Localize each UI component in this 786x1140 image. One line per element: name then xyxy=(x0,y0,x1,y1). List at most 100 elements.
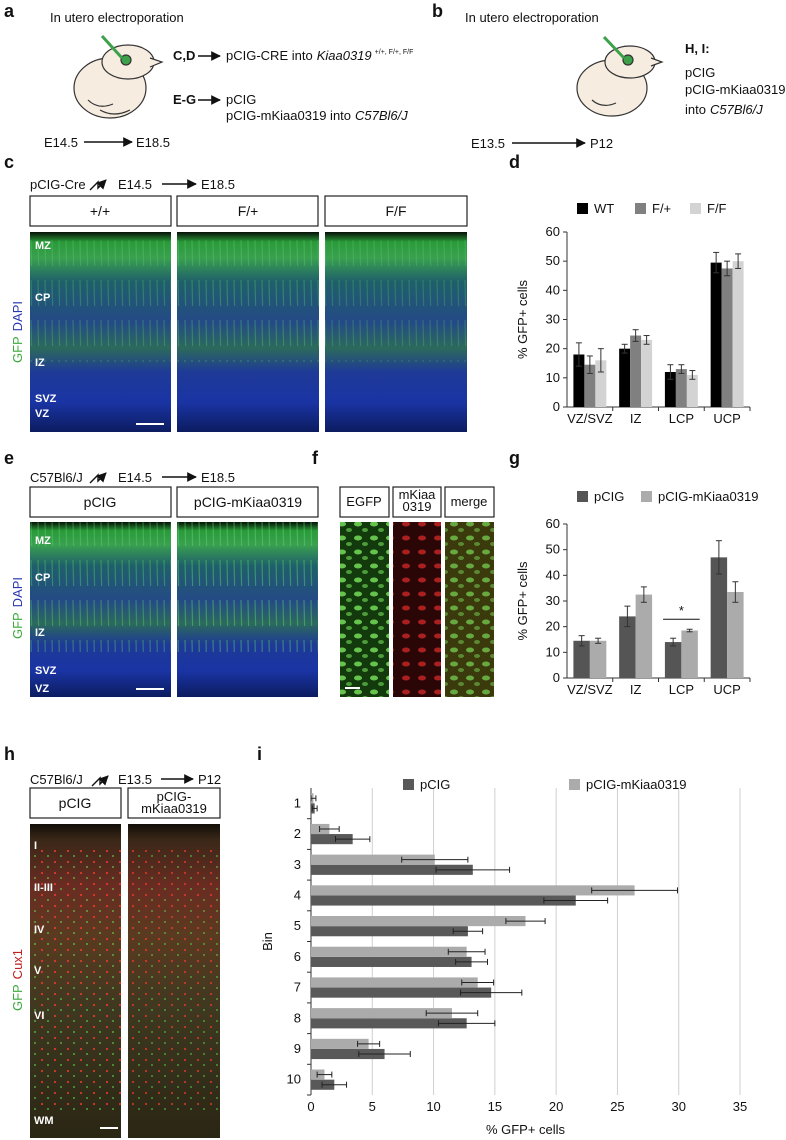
y-tick-label: 40 xyxy=(546,567,560,582)
legend-label: WT xyxy=(594,201,614,216)
condition-label: F/F xyxy=(386,203,407,219)
channel-box xyxy=(392,486,442,518)
condition-label: pCIG- xyxy=(157,789,192,804)
micrograph-texture xyxy=(177,522,318,652)
x-tick-label: VZ/SVZ xyxy=(567,411,613,426)
bar xyxy=(311,926,468,937)
panel-label: d xyxy=(509,152,520,172)
bar xyxy=(675,369,687,407)
timepoint: E18.5 xyxy=(136,135,170,150)
y-tick-label: 50 xyxy=(546,253,560,268)
y-tick-label: 30 xyxy=(546,312,560,327)
x-tick-label: UCP xyxy=(713,682,740,697)
legend-swatch xyxy=(635,203,646,214)
condition-label: mKiaa0319 xyxy=(141,801,207,816)
panel-label: b xyxy=(432,1,443,21)
legend-label: pCIG xyxy=(420,777,450,792)
y-tick-label: 9 xyxy=(294,1041,301,1056)
micrographs xyxy=(30,232,467,432)
condition-label: pCIG xyxy=(59,795,92,811)
gene: Kiaa0319 xyxy=(317,48,372,63)
y-tick-label: 0 xyxy=(553,670,560,685)
bar xyxy=(311,956,472,967)
bar xyxy=(619,348,631,407)
legend-swatch xyxy=(577,203,588,214)
bar xyxy=(732,261,744,407)
x-tick-label: 20 xyxy=(549,1099,563,1114)
x-tick-label: 15 xyxy=(488,1099,502,1114)
y-tick-label: 40 xyxy=(546,282,560,297)
legend-swatch xyxy=(641,491,652,502)
layer-label: VZ xyxy=(35,683,49,695)
channel-label: mKiaa xyxy=(399,487,437,502)
timepoint: E13.5 xyxy=(471,136,505,151)
construct-text: into C57Bl6/J xyxy=(685,102,763,117)
x-tick-label: 5 xyxy=(369,1099,376,1114)
panel-label: h xyxy=(4,744,15,764)
panel-label: e xyxy=(4,448,14,468)
layer-label: CP xyxy=(35,572,50,584)
embryo-drawing xyxy=(576,35,664,117)
condition-key: H, I: xyxy=(685,41,710,56)
y-tick-label: 1 xyxy=(294,795,301,810)
stain-label: GFP DAPI xyxy=(10,301,25,363)
stain-green: GFP xyxy=(10,984,25,1011)
condition-box xyxy=(29,486,172,518)
bar xyxy=(311,1038,369,1049)
condition-key: E-G xyxy=(173,92,196,107)
y-axis-label: Bin xyxy=(260,932,275,951)
channel-box xyxy=(444,486,495,518)
timepoint: E18.5 xyxy=(201,470,235,485)
layer-label: MZ xyxy=(35,240,51,252)
y-tick-label: 20 xyxy=(546,619,560,634)
legend-swatch xyxy=(577,491,588,502)
y-tick-label: 30 xyxy=(546,593,560,608)
x-tick-label: VZ/SVZ xyxy=(567,682,613,697)
y-tick-label: 0 xyxy=(553,399,560,414)
stain-other: Cux1 xyxy=(10,949,25,979)
timepoint: E14.5 xyxy=(118,470,152,485)
layer-label: IV xyxy=(34,924,45,936)
x-tick-label: LCP xyxy=(669,682,694,697)
bar xyxy=(710,557,728,678)
layer-label: SVZ xyxy=(35,665,57,677)
construct: pCIG xyxy=(685,65,715,80)
bar xyxy=(664,642,682,678)
condition-box xyxy=(29,787,122,819)
bar xyxy=(311,987,492,998)
stain-label: GFP Cux1 xyxy=(10,949,25,1011)
strain: C57Bl6/J xyxy=(30,470,83,485)
channel-label: merge xyxy=(451,494,488,509)
legend-label: pCIG-mKiaa0319 xyxy=(658,489,758,504)
bar xyxy=(710,262,722,407)
x-axis-label: % GFP+ cells xyxy=(486,1122,566,1137)
layer-label: II-III xyxy=(34,882,53,894)
layer-label: VZ xyxy=(35,408,49,420)
channel-label: EGFP xyxy=(346,494,381,509)
panel-title: In utero electroporation xyxy=(50,10,184,25)
bar xyxy=(635,594,653,678)
channel-label: 0319 xyxy=(403,499,432,514)
condition-label: F/+ xyxy=(238,203,259,219)
strain: C57Bl6/J xyxy=(355,108,408,123)
y-tick-label: 8 xyxy=(294,1010,301,1025)
condition-label: pCIG-mKiaa0319 xyxy=(194,494,302,510)
micrograph-texture xyxy=(340,522,389,697)
timepoint: E14.5 xyxy=(118,177,152,192)
condition-label: pCIG xyxy=(84,494,117,510)
y-tick-label: 6 xyxy=(294,949,301,964)
micrograph-texture xyxy=(177,232,319,362)
bar xyxy=(721,268,733,407)
bar xyxy=(630,335,642,407)
x-tick-label: IZ xyxy=(630,682,642,697)
x-tick-label: 30 xyxy=(671,1099,685,1114)
x-tick-label: 25 xyxy=(610,1099,624,1114)
construct-text: pCIG-mKiaa0319 into C57Bl6/J xyxy=(226,108,408,123)
legend-label: pCIG xyxy=(594,489,624,504)
panel-label: a xyxy=(4,1,15,21)
legend-label: pCIG-mKiaa0319 xyxy=(586,777,686,792)
strain: C57Bl6/J xyxy=(710,102,763,117)
micrograph-texture xyxy=(445,522,494,697)
y-tick-label: 10 xyxy=(546,644,560,659)
